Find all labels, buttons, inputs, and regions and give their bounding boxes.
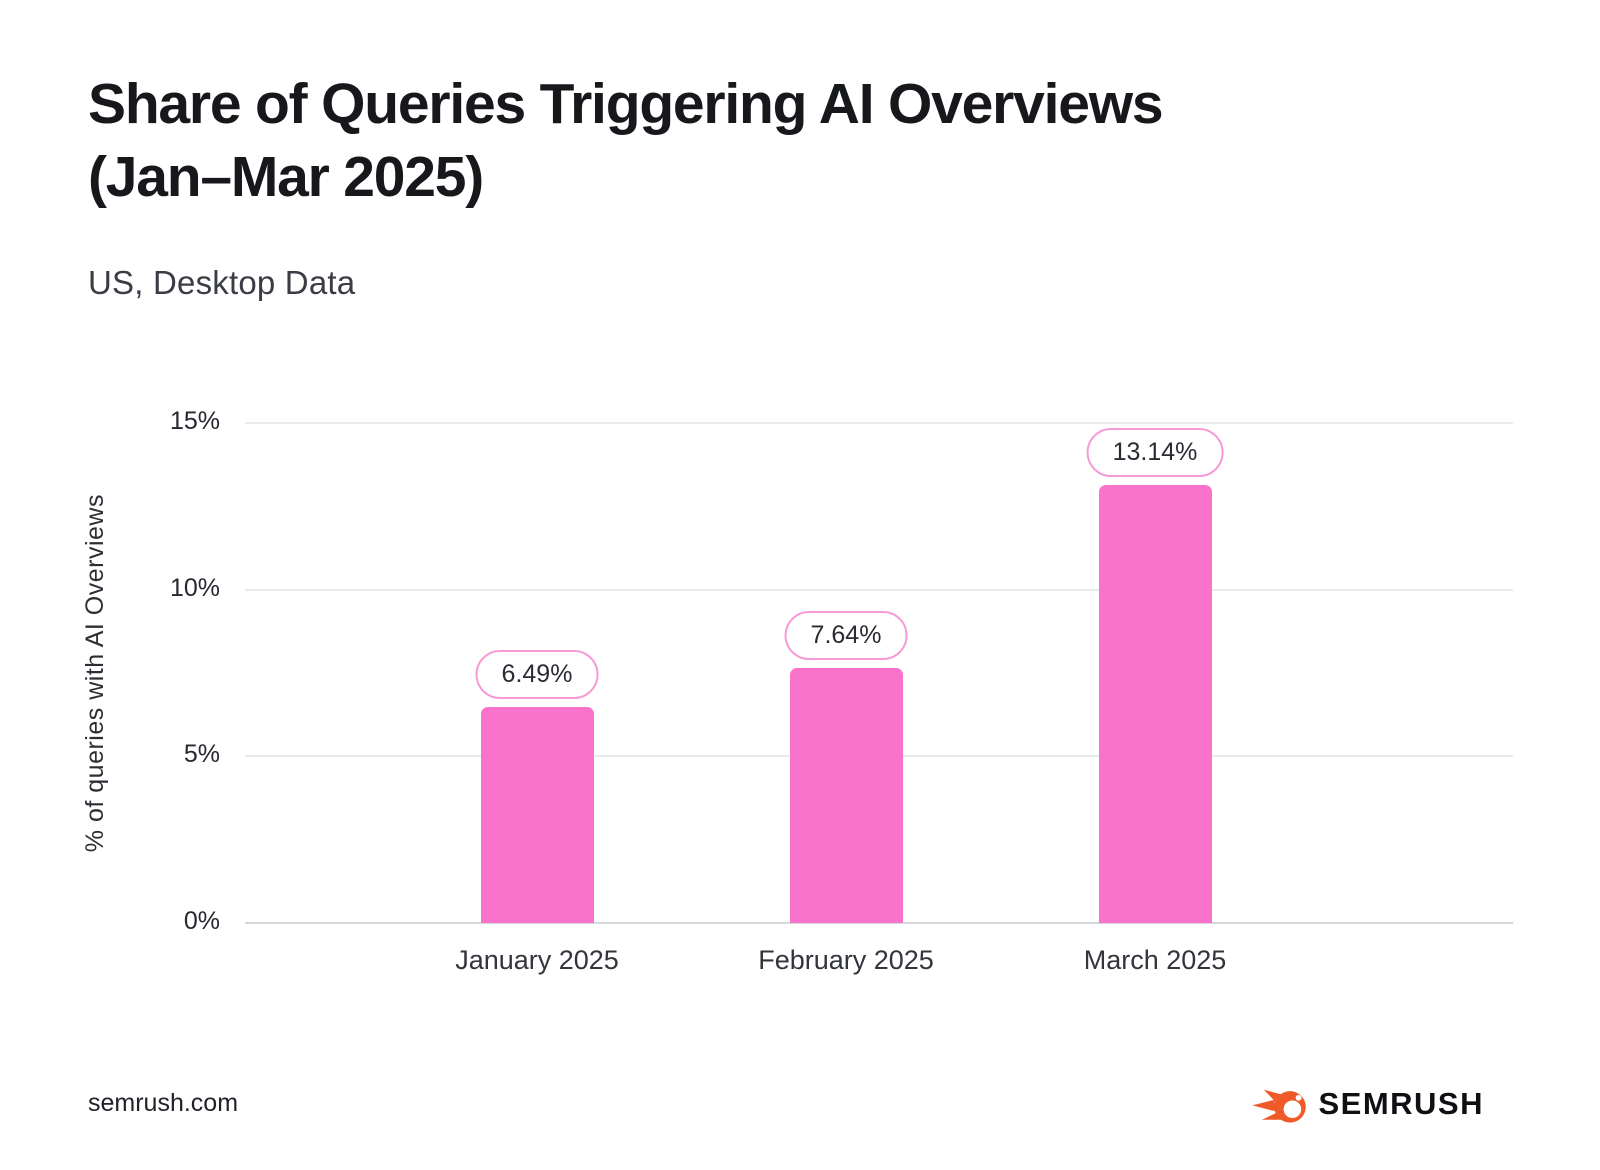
chart-title-line-2: (Jan–Mar 2025) bbox=[88, 144, 484, 209]
semrush-logo: SEMRUSH bbox=[1251, 1083, 1484, 1125]
brand-name: SEMRUSH bbox=[1318, 1086, 1484, 1121]
plot-area: 0% 5% 10% 15% 6.49% January 2025 7.64% February… bbox=[170, 407, 1513, 975]
gridline bbox=[245, 588, 1513, 591]
bar-value-pill: 13.14% bbox=[1086, 428, 1224, 477]
semrush-flame-icon bbox=[1252, 1089, 1307, 1123]
y-axis-title: % of queries with AI Overviews bbox=[74, 423, 116, 923]
y-tick-label: 10% bbox=[169, 573, 220, 602]
y-tick-label: 15% bbox=[169, 407, 220, 435]
gridline bbox=[245, 922, 1513, 924]
bar bbox=[480, 706, 594, 923]
x-tick-label: January 2025 bbox=[455, 945, 619, 975]
x-tick-label: February 2025 bbox=[758, 945, 934, 975]
bar bbox=[1098, 485, 1212, 923]
y-tick-label: 0% bbox=[183, 907, 220, 935]
bar bbox=[789, 668, 903, 923]
y-tick-label: 5% bbox=[183, 740, 220, 769]
chart-subtitle: US, Desktop Data bbox=[88, 264, 356, 301]
source-text: semrush.com bbox=[88, 1089, 239, 1117]
y-axis-title-text: % of queries with AI Overviews bbox=[80, 493, 109, 853]
chart-title: Share of Queries Triggering AI Overviews… bbox=[88, 68, 1164, 214]
bar-value-pill: 6.49% bbox=[475, 649, 599, 699]
chart-title-line-1: Share of Queries Triggering AI Overviews bbox=[88, 72, 1164, 136]
bar-value-pill: 7.64% bbox=[784, 611, 908, 661]
gridline bbox=[245, 422, 1513, 424]
x-tick-label: March 2025 bbox=[1083, 945, 1227, 975]
